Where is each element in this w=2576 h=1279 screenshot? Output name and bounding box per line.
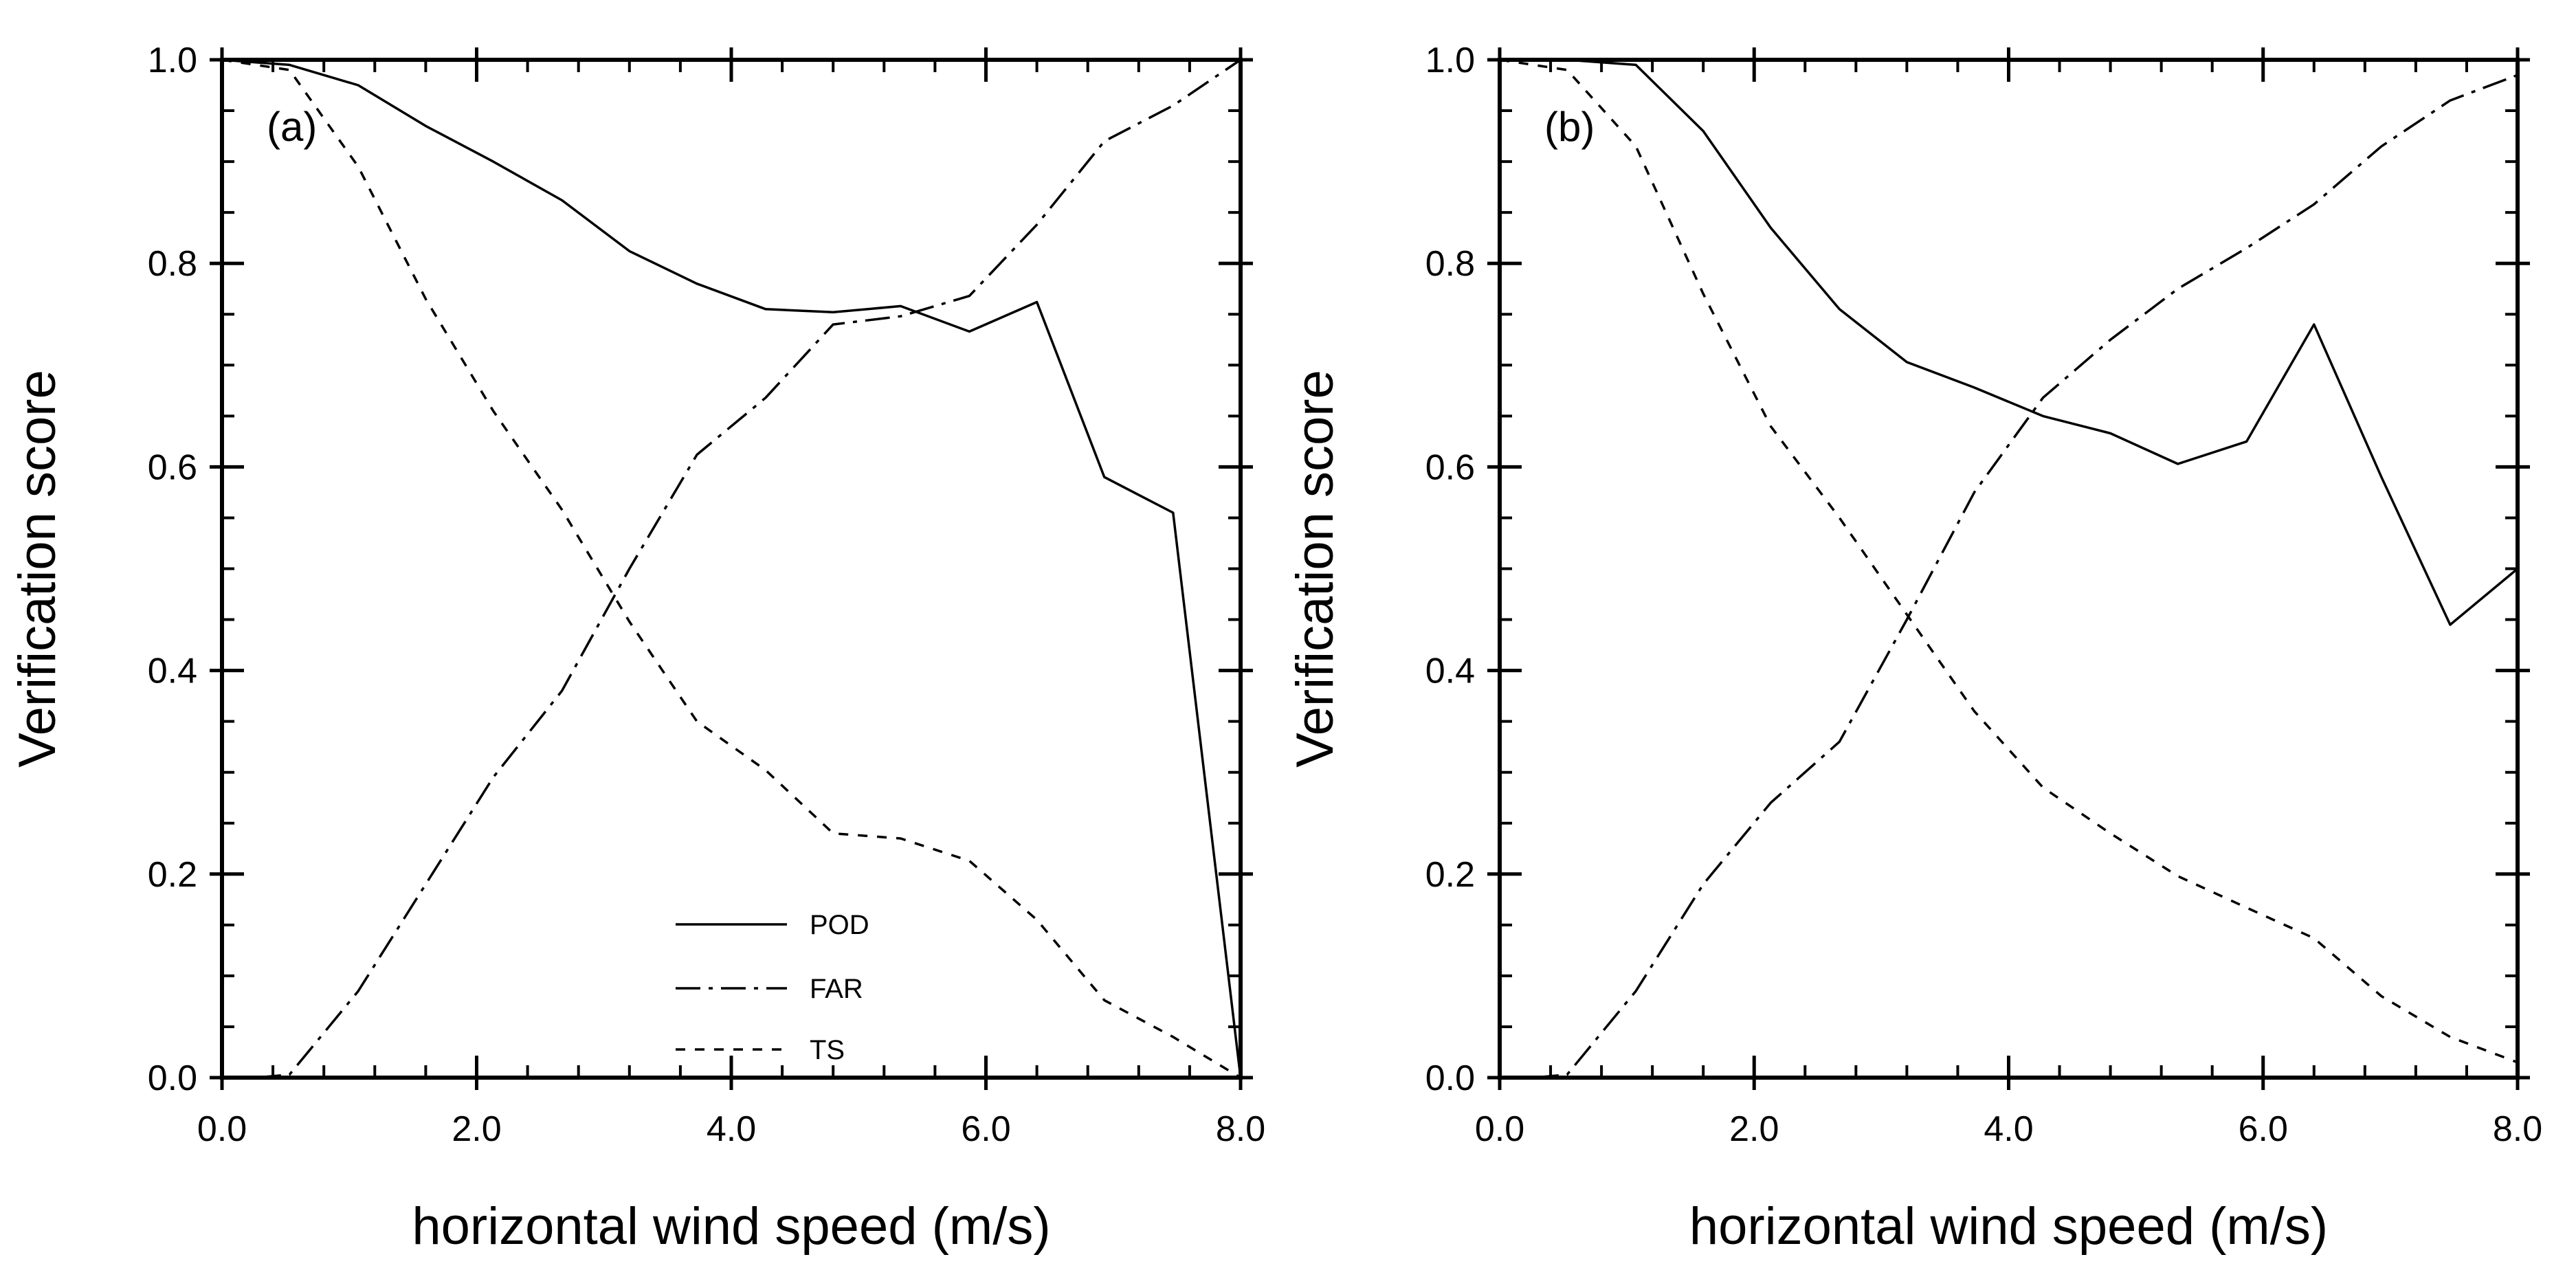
- data-point-far: [1103, 140, 1106, 142]
- y-tick-label: 0.0: [148, 1058, 197, 1098]
- y-tick-label: 0.6: [148, 447, 197, 487]
- series-line-far: [1533, 74, 2518, 1079]
- legend-label-pod: POD: [810, 910, 869, 940]
- x-tick-label: 2.0: [1729, 1109, 1779, 1149]
- data-point-ts: [2245, 907, 2248, 909]
- x-tick-label: 4.0: [707, 1109, 756, 1149]
- x-tick-label: 8.0: [2493, 1109, 2542, 1149]
- series-line-ts: [1499, 58, 2518, 1064]
- chart-panel-a: 0.0 2.0 4.0 6.0 8.0 0.0 0.2 0.4 0.6 0.8 1.0 horizon…: [8, 41, 1265, 1256]
- y-tick-label: 0.2: [1425, 855, 1475, 895]
- legend-label-far: FAR: [810, 974, 863, 1004]
- panel-label: (a): [267, 104, 317, 150]
- data-point-far: [2177, 287, 2179, 290]
- y-axis-title: Verification score: [1286, 370, 1344, 768]
- x-axis-title: horizontal wind speed (m/s): [412, 1197, 1050, 1256]
- chart-panel-b: 0.0 2.0 4.0 6.0 8.0 0.0 0.2 0.4 0.6 0.8 1.0 horizon…: [1286, 41, 2542, 1256]
- y-tick-label: 0.4: [148, 652, 197, 691]
- data-point-far: [1172, 104, 1175, 107]
- data-point-far: [1702, 883, 1705, 886]
- y-tick-label: 0.8: [148, 244, 197, 284]
- data-point-ts: [1634, 145, 1637, 148]
- x-tick-label: 6.0: [2239, 1109, 2288, 1149]
- legend-label-ts: TS: [810, 1035, 845, 1065]
- data-point-ts: [1036, 918, 1039, 921]
- x-tick-label: 8.0: [1216, 1109, 1265, 1149]
- y-tick-label: 0.0: [1425, 1058, 1475, 1098]
- x-tick-label: 0.0: [1475, 1109, 1524, 1149]
- series-line-ts: [221, 58, 1241, 1079]
- x-tick-label: 2.0: [452, 1109, 501, 1149]
- y-tick-label: 0.4: [1425, 652, 1475, 691]
- x-tick-label: 0.0: [197, 1109, 247, 1149]
- series-line-pod: [221, 58, 1242, 1078]
- data-point-far: [424, 883, 427, 886]
- legend: POD FAR TS: [676, 910, 869, 1065]
- y-tick-label: 1.0: [1425, 41, 1475, 80]
- x-tick-label: 6.0: [961, 1109, 1010, 1149]
- data-point-ts: [832, 832, 834, 835]
- data-point-far: [492, 776, 495, 779]
- panel-label: (b): [1544, 104, 1595, 150]
- data-point-far: [2245, 247, 2248, 249]
- y-tick-label: 0.8: [1425, 244, 1475, 284]
- data-point-ts: [2109, 832, 2112, 835]
- plot-frame: [1498, 58, 2520, 1080]
- x-axis-title: horizontal wind speed (m/s): [1689, 1197, 2328, 1256]
- data-point-ts: [357, 166, 359, 168]
- data-point-ts: [764, 769, 767, 772]
- y-tick-label: 1.0: [148, 41, 197, 80]
- x-tick-label: 4.0: [1984, 1109, 2033, 1149]
- y-tick-label: 0.2: [148, 855, 197, 895]
- series-line-far: [256, 58, 1241, 1079]
- series-line-pod: [1500, 58, 2519, 626]
- y-tick-label: 0.6: [1425, 447, 1475, 487]
- data-point-ts: [2313, 937, 2316, 939]
- y-axis-title: Verification score: [8, 370, 67, 768]
